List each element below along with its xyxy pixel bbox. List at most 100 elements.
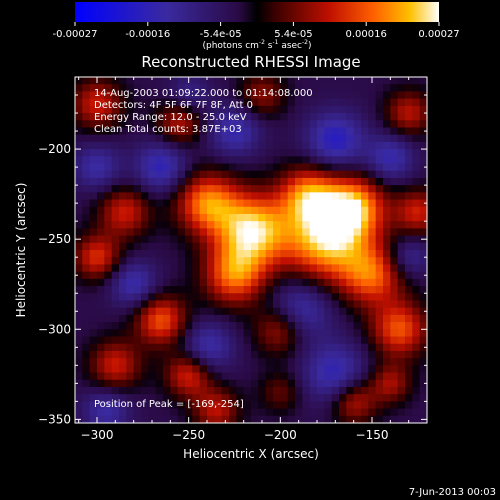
heatmap-cell [280,199,289,208]
heatmap-cell [177,257,186,266]
heatmap-cell [192,358,201,366]
heatmap-cell [97,105,105,114]
heatmap-cell [207,206,215,215]
heatmap-cell [361,235,369,244]
heatmap-cell [170,84,179,93]
heatmap-cell [111,386,120,395]
heatmap-cell [280,228,289,237]
heatmap-cell [192,386,201,395]
heatmap-cell [185,127,193,136]
heatmap-cell [331,134,340,143]
colorbar-tick-label: 0.00016 [346,29,387,40]
heatmap-cell [419,141,427,150]
heatmap-cell [199,307,208,316]
heatmap-cell [324,358,333,366]
heatmap-cell [177,329,186,338]
heatmap-cell [97,379,105,388]
heatmap-cell [331,84,340,93]
heatmap-cell [280,358,289,366]
heatmap-cell [375,228,384,237]
heatmap-cell [133,343,142,352]
heatmap-cell [317,221,325,229]
heatmap-cell [119,350,127,359]
heatmap-cell [251,228,259,237]
heatmap-cell [133,213,142,222]
heatmap-cell [412,170,421,179]
heatmap-cell [265,257,274,266]
heatmap-cell [419,228,427,237]
heatmap-cell [89,386,98,395]
heatmap-cell [236,113,245,121]
heatmap-cell [419,91,427,100]
heatmap-cell [192,98,201,107]
heatmap-cell [229,199,237,208]
heatmap-cell [111,105,120,114]
heatmap-cell [75,350,83,359]
heatmap-cell [89,163,98,172]
heatmap-cell [361,358,369,366]
heatmap-cell [199,286,208,294]
heatmap-cell [133,264,142,273]
heatmap-cell [111,336,120,345]
heatmap-cell [412,127,421,136]
heatmap-cell [324,113,333,121]
heatmap-cell [273,394,281,402]
heatmap-cell [309,286,318,294]
heatmap-cell [317,286,325,294]
heatmap-cell [295,91,303,100]
heatmap-cell [155,156,164,165]
heatmap-cell [346,192,355,201]
heatmap-cell [148,213,157,222]
heatmap-cell [412,307,421,316]
heatmap-cell [104,127,113,136]
heatmap-cell [229,141,237,150]
heatmap-cell [265,149,274,157]
heatmap-cell [141,386,149,395]
heatmap-cell [317,185,325,193]
heatmap-cell [111,221,120,229]
heatmap-cell [412,213,421,222]
heatmap-cell [163,314,171,323]
heatmap-cell [243,307,252,316]
heatmap-cell [207,372,215,381]
heatmap-cell [177,77,186,85]
heatmap-cell [185,141,193,150]
heatmap-cell [170,300,179,309]
heatmap-cell [155,286,164,294]
heatmap-cell [177,379,186,388]
heatmap-cell [243,394,252,402]
heatmap-cell [170,177,179,186]
heatmap-cell [229,293,237,302]
heatmap-cell [141,350,149,359]
heatmap-cell [192,113,201,121]
heatmap-cell [251,120,259,129]
heatmap-cell [331,242,340,251]
heatmap-cell [75,206,83,215]
heatmap-cell [405,286,413,294]
heatmap-cell [82,141,91,150]
heatmap-cell [339,228,347,237]
heatmap-cell [170,149,179,157]
heatmap-cell [331,386,340,395]
heatmap-cell [280,271,289,280]
heatmap-cell [236,314,245,323]
heatmap-cell [397,105,406,114]
heatmap-cell [104,322,113,330]
heatmap-cell [163,358,171,366]
heatmap-cell [375,91,384,100]
heatmap-cell [119,149,127,157]
heatmap-cell [405,120,413,129]
heatmap-cell [390,141,399,150]
heatmap-cell [104,199,113,208]
heatmap-cell [309,314,318,323]
heatmap-cell [273,250,281,258]
heatmap-cell [251,199,259,208]
heatmap-cell [397,213,406,222]
heatmap-cell [375,242,384,251]
heatmap-cell [185,278,193,287]
heatmap-cell [375,343,384,352]
heatmap-cell [324,105,333,114]
heatmap-cell [339,307,347,316]
heatmap-cell [397,149,406,157]
heatmap-cell [273,228,281,237]
